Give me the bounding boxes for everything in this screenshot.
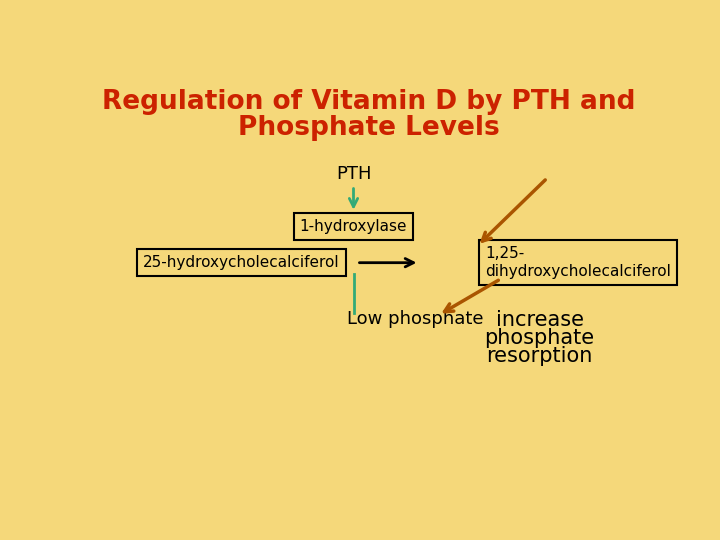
Text: phosphate: phosphate [485, 328, 595, 348]
Text: increase: increase [495, 310, 583, 330]
Text: Regulation of Vitamin D by PTH and: Regulation of Vitamin D by PTH and [102, 89, 636, 115]
Text: resorption: resorption [486, 346, 593, 366]
Text: 1-hydroxylase: 1-hydroxylase [300, 219, 408, 234]
Text: PTH: PTH [336, 165, 372, 183]
Text: Phosphate Levels: Phosphate Levels [238, 115, 500, 141]
Text: 25-hydroxycholecalciferol: 25-hydroxycholecalciferol [143, 255, 339, 270]
Text: 1,25-
dihydroxycholecalciferol: 1,25- dihydroxycholecalciferol [485, 246, 671, 279]
Text: Low phosphate: Low phosphate [347, 310, 484, 328]
